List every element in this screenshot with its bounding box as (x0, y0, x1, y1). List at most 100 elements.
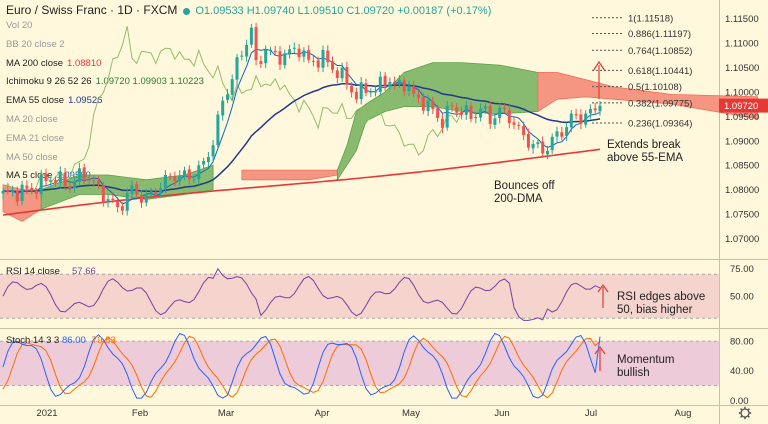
candle-body (512, 122, 516, 125)
candle-body (39, 174, 43, 195)
candle-body (483, 106, 487, 109)
candle-body (230, 79, 234, 95)
time-axis-tick: May (402, 408, 420, 419)
ichimoku-cloud-bearish (537, 72, 758, 120)
candle-body (412, 86, 416, 94)
candle-body (1, 191, 5, 194)
candle-body (144, 194, 148, 203)
candle-body (402, 80, 406, 92)
candle-body (68, 185, 72, 188)
stoch-k-value: 86.00 (62, 335, 86, 346)
candle-body (92, 180, 96, 182)
candle-body (531, 144, 535, 149)
rsi-band (0, 274, 719, 319)
chart-header: Euro / Swiss Franc · 1D · FXCM O1.09533 H… (6, 3, 491, 17)
candle-body (507, 110, 511, 124)
candle-body (187, 169, 191, 180)
candle-body (168, 175, 172, 178)
candle-body (34, 191, 38, 194)
candle-body (211, 145, 215, 157)
candle-body (25, 185, 29, 189)
fib-level-label: 0.764(1.10852) (628, 46, 692, 57)
annotation-rsi: 50, bias higher (617, 304, 693, 316)
candle-body (378, 76, 382, 92)
candle-body (269, 50, 272, 51)
candle-body (498, 107, 502, 118)
candle-body (479, 108, 483, 118)
annotation-extends-break: above 55-EMA (607, 152, 683, 164)
fib-level-label: 0.618(1.10441) (628, 66, 692, 77)
candle-body (364, 83, 368, 93)
fib-level-label: 0.886(1.11197) (628, 29, 691, 40)
legend-label: EMA 55 close (6, 95, 65, 107)
candle-body (326, 50, 330, 63)
candle-body (111, 198, 115, 200)
stoch-d-line (2, 335, 601, 399)
candle-body (460, 112, 463, 115)
gear-icon (738, 406, 752, 420)
candle-body (541, 141, 545, 154)
legend-item: Vol 20 (6, 20, 32, 31)
candle-body (421, 96, 425, 111)
last-price-badge (719, 98, 768, 113)
candle-body (73, 181, 77, 188)
price-axis-tick: 1.10000 (725, 87, 759, 98)
candle-body (316, 60, 320, 68)
time-axis-tick: Aug (675, 408, 692, 419)
candle-body (254, 27, 258, 61)
legend-item: EMA 55 close 1.09526 (6, 95, 102, 106)
candle-body (221, 100, 225, 116)
symbol-title: Euro / Swiss Franc · 1D · FXCM (6, 3, 178, 17)
candle-body (407, 86, 411, 91)
candle-body (574, 114, 578, 116)
candle-body (130, 185, 134, 194)
annotation-rsi: RSI edges above (617, 291, 705, 303)
candle-body (436, 108, 440, 118)
candle-body (393, 81, 397, 85)
legend-label: Vol 20 (6, 20, 33, 31)
candle-body (120, 206, 124, 211)
candle-body (359, 82, 363, 100)
price-axis-tick: 1.08500 (725, 161, 759, 172)
candle-body (292, 47, 296, 49)
candle-body (450, 105, 454, 107)
candle-body (216, 114, 220, 146)
gear-icon-tooth (747, 415, 750, 418)
candle-body (321, 50, 325, 68)
candle-body (417, 94, 420, 98)
candle-body (106, 199, 110, 203)
candle-body (335, 70, 339, 78)
time-axis-tick: Jun (494, 408, 509, 419)
rsi-line (2, 267, 601, 321)
candle-body (97, 180, 100, 184)
legend-label: MA 50 close (6, 151, 58, 163)
fib-level-label: 0.382(1.09775) (628, 98, 692, 109)
candle-body (20, 184, 24, 202)
rsi-axis-tick: 75.00 (730, 264, 754, 275)
legend-item: MA 20 close (6, 114, 58, 125)
candle-body (550, 136, 554, 151)
gear-icon-ring (740, 408, 750, 418)
annotation-stoch: bullish (617, 367, 650, 379)
candle-body (369, 91, 373, 93)
candle-body (159, 188, 163, 194)
time-axis-tick: Jul (585, 408, 597, 419)
legend-label: Ichimoku 9 26 52 26 (6, 76, 92, 88)
candle-body (183, 170, 186, 176)
legend-label: EMA 21 close (6, 132, 65, 144)
candle-body (288, 49, 292, 54)
candle-body (116, 200, 120, 207)
market-status-icon (183, 7, 191, 15)
legend-item: EMA 21 close (6, 133, 64, 144)
candle-body (178, 175, 182, 182)
gear-icon-tooth (740, 408, 743, 411)
rsi-title: RSI 14 close (6, 266, 60, 277)
candle-body (350, 85, 354, 93)
price-axis-tick: 1.07000 (725, 234, 759, 245)
candle-body (240, 55, 244, 57)
candle-body (202, 161, 206, 165)
candle-body (77, 168, 81, 182)
candle-body (273, 50, 277, 53)
arrow-up-icon (597, 283, 609, 293)
legend-value: 1.09526 (68, 95, 103, 107)
